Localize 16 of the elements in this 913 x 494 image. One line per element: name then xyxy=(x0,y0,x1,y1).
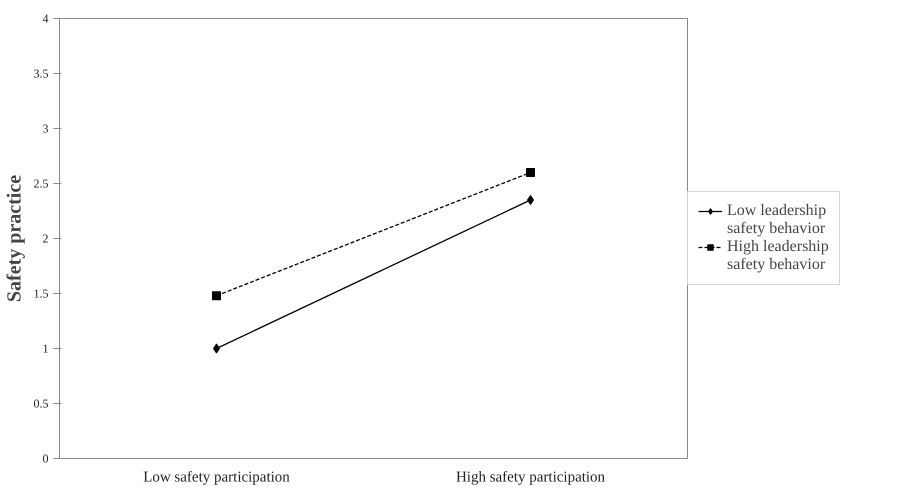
y-tick-label: 1 xyxy=(42,342,48,356)
point xyxy=(526,168,535,177)
point xyxy=(212,291,221,300)
y-tick-label: 3 xyxy=(42,122,48,136)
y-tick-label: 0.5 xyxy=(34,396,48,410)
y-tick-label: 0 xyxy=(42,452,48,466)
y-axis-title: Safety practice xyxy=(4,174,26,302)
y-tick-label: 3.5 xyxy=(34,66,48,80)
y-tick-label: 1.5 xyxy=(34,286,48,300)
y-tick-label: 2.5 xyxy=(34,176,48,190)
legend-label: High leadership safety behavior xyxy=(727,238,829,274)
x-tick-label: High safety participation xyxy=(456,470,606,486)
y-tick-label: 4 xyxy=(42,12,48,26)
legend-label: Low leadership safety behavior xyxy=(727,202,826,238)
x-tick-label: Low safety participation xyxy=(143,470,290,486)
y-tick-label: 2 xyxy=(42,232,48,246)
